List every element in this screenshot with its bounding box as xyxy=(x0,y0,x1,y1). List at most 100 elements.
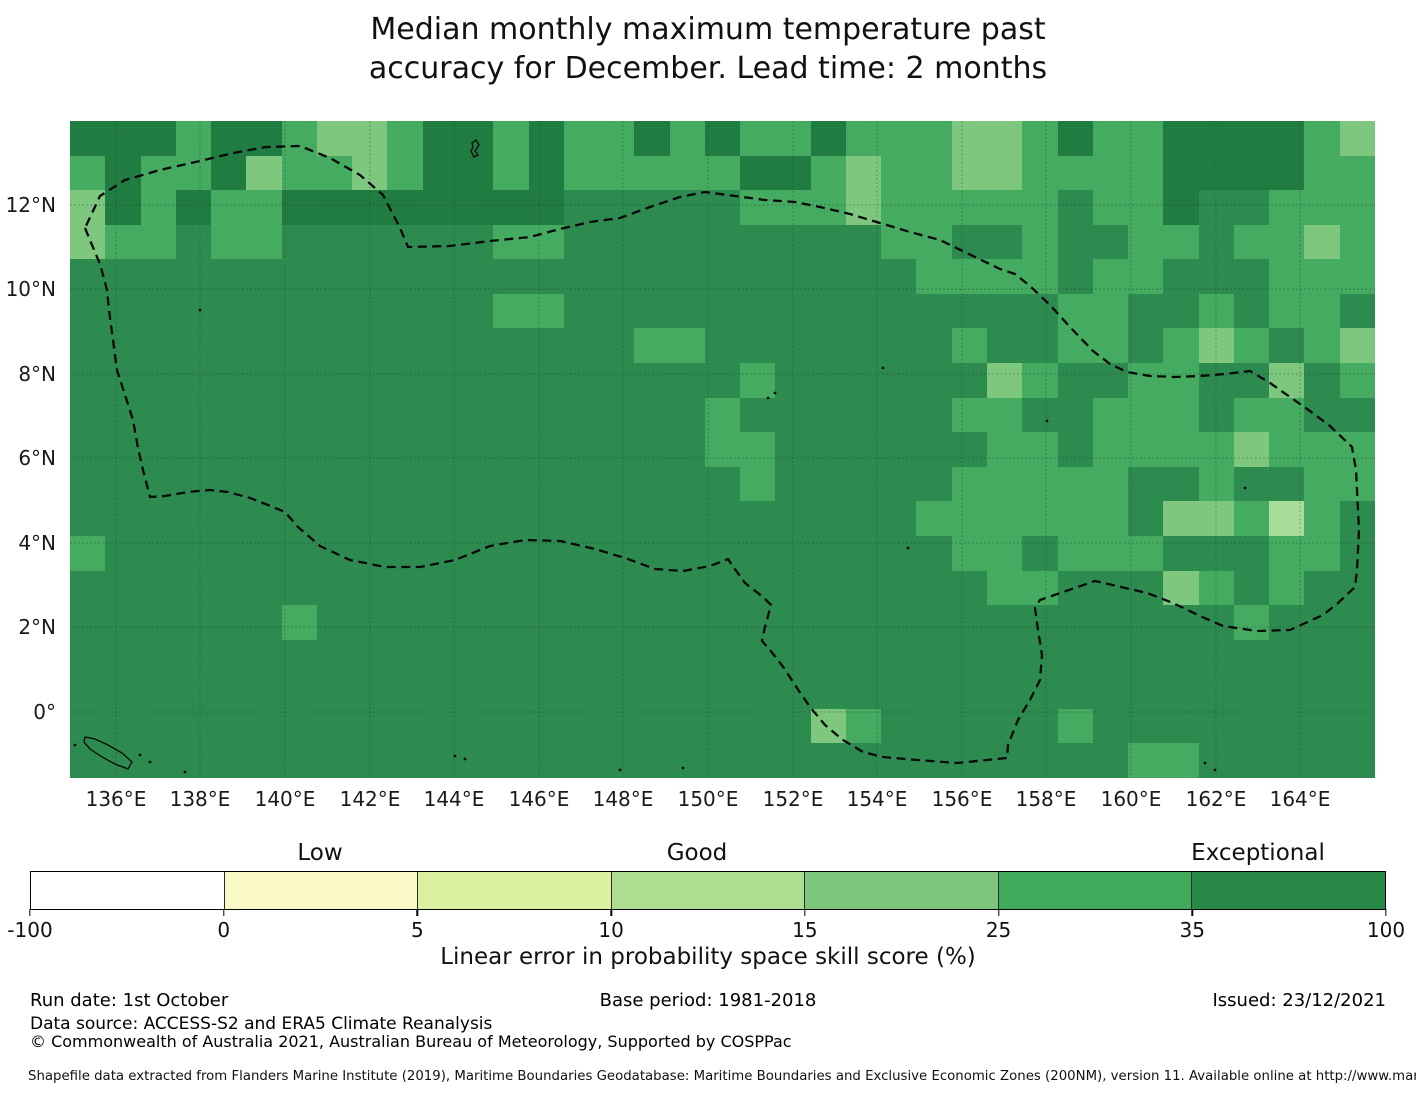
raster-cell xyxy=(845,224,882,260)
lon-tick-label: 148°E xyxy=(592,787,654,811)
raster-cell xyxy=(1092,293,1129,329)
raster-cell xyxy=(316,397,353,433)
raster-cell xyxy=(634,224,670,260)
raster-cell xyxy=(493,743,529,778)
raster-cell xyxy=(316,674,353,709)
lon-tick-label: 144°E xyxy=(423,787,485,811)
raster-cell xyxy=(70,328,106,364)
raster-cell xyxy=(1057,259,1093,294)
raster-cell xyxy=(563,155,600,191)
raster-cell xyxy=(352,363,388,398)
raster-cell xyxy=(987,190,1023,225)
raster-cell xyxy=(1233,639,1270,675)
raster-cell xyxy=(1233,708,1270,744)
raster-cell xyxy=(775,708,811,744)
raster-cell xyxy=(175,674,212,709)
raster-cell xyxy=(352,708,388,744)
raster-cell xyxy=(316,708,353,744)
raster-cell xyxy=(105,570,141,606)
raster-cell xyxy=(1057,432,1093,467)
raster-cell xyxy=(1198,432,1234,467)
lat-tick-label: 12°N xyxy=(5,193,56,217)
raster-cell xyxy=(493,639,529,675)
lon-tick-label: 160°E xyxy=(1100,787,1162,811)
colorbar-segment xyxy=(31,872,224,909)
raster-cell xyxy=(211,121,247,156)
raster-cell xyxy=(881,155,917,191)
raster-cell xyxy=(951,259,988,294)
raster-cell xyxy=(493,224,529,260)
raster-cell xyxy=(775,605,811,640)
raster-cell xyxy=(211,639,247,675)
raster-cell xyxy=(1057,743,1093,778)
raster-cell xyxy=(387,190,423,225)
raster-cell xyxy=(810,224,846,260)
raster-cell xyxy=(1022,605,1058,640)
raster-cell xyxy=(70,363,106,398)
lon-tick-label: 142°E xyxy=(339,787,401,811)
raster-cell xyxy=(528,328,564,364)
raster-cell xyxy=(1092,224,1129,260)
raster-cell xyxy=(422,328,458,364)
raster-cell xyxy=(105,224,141,260)
raster-cell xyxy=(987,708,1023,744)
raster-cell xyxy=(387,639,423,675)
raster-cell xyxy=(493,432,529,467)
raster-cell xyxy=(634,743,670,778)
raster-cell xyxy=(528,466,564,502)
raster-cell xyxy=(634,570,670,606)
raster-cell xyxy=(246,674,282,709)
raster-cell xyxy=(704,259,741,294)
raster-cell xyxy=(845,743,882,778)
raster-cell xyxy=(987,363,1023,398)
raster-cell xyxy=(140,363,176,398)
raster-cell xyxy=(740,397,776,433)
raster-cell xyxy=(1057,501,1093,536)
raster-cell xyxy=(352,259,388,294)
raster-cell xyxy=(740,743,776,778)
raster-cell xyxy=(1092,155,1129,191)
raster-cell xyxy=(352,466,388,502)
raster-cell xyxy=(1233,605,1270,640)
raster-cell xyxy=(775,397,811,433)
copyright-text: © Commonwealth of Australia 2021, Austra… xyxy=(30,1032,792,1051)
raster-cell xyxy=(881,570,917,606)
raster-cell xyxy=(175,501,212,536)
island-dot xyxy=(618,768,622,772)
raster-cell xyxy=(1163,570,1199,606)
raster-cell xyxy=(1198,674,1234,709)
raster-cell xyxy=(105,501,141,536)
raster-cell xyxy=(352,743,388,778)
raster-cell xyxy=(422,674,458,709)
raster-cell xyxy=(1304,570,1340,606)
raster-cell xyxy=(669,155,705,191)
raster-cell xyxy=(634,501,670,536)
raster-cell xyxy=(1092,605,1129,640)
raster-cell xyxy=(70,397,106,433)
colorbar-tick xyxy=(997,909,1000,916)
raster-cell xyxy=(493,605,529,640)
raster-cell xyxy=(634,674,670,709)
raster-cell xyxy=(387,397,423,433)
raster-cell xyxy=(634,466,670,502)
raster-cell xyxy=(1233,155,1270,191)
base-period-text: Base period: 1981-2018 xyxy=(599,990,817,1011)
raster-cell xyxy=(1163,535,1199,571)
island-dot xyxy=(73,743,77,747)
raster-cell xyxy=(845,708,882,744)
island-dot xyxy=(1045,419,1049,423)
raster-cell xyxy=(246,605,282,640)
raster-cell xyxy=(881,639,917,675)
colorbar-segment xyxy=(417,872,611,909)
lat-tick-label: 0° xyxy=(33,700,56,724)
raster-cell xyxy=(1233,328,1270,364)
raster-cell xyxy=(987,570,1023,606)
raster-cell xyxy=(987,432,1023,467)
colorbar-tick-value: 100 xyxy=(1366,918,1406,942)
raster-cell xyxy=(881,328,917,364)
raster-cell xyxy=(1092,328,1129,364)
raster-cell xyxy=(669,224,705,260)
raster-cell xyxy=(105,466,141,502)
raster-cell xyxy=(528,605,564,640)
raster-cell xyxy=(775,639,811,675)
